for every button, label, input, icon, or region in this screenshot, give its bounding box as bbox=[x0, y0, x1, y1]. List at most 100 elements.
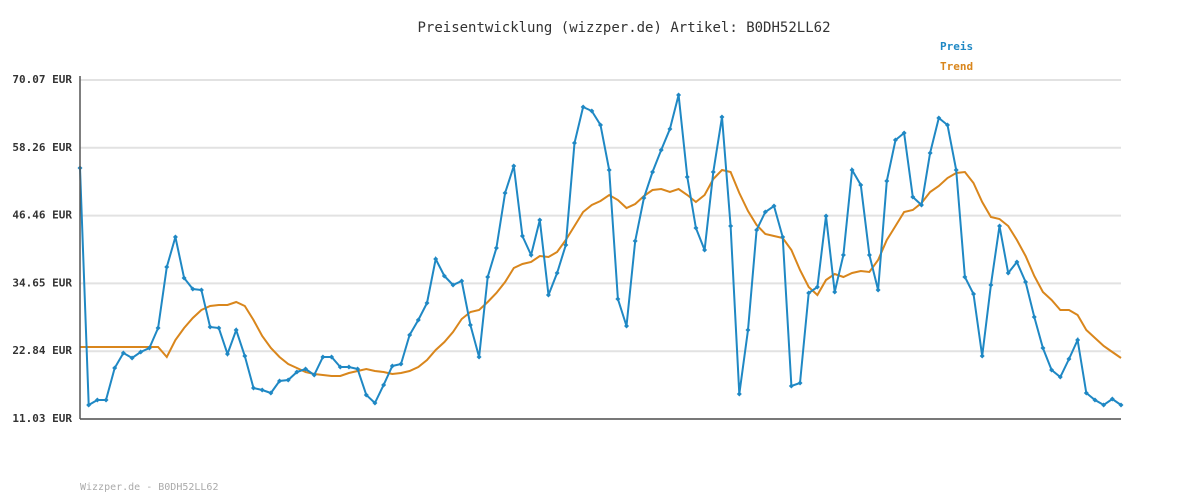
y-tick-label: 46.46 EUR bbox=[12, 209, 72, 222]
point bbox=[363, 392, 369, 398]
point bbox=[754, 227, 760, 233]
point bbox=[823, 213, 829, 219]
footer: Wizzper.de - B0DH52LL62 bbox=[80, 482, 218, 493]
point bbox=[502, 190, 508, 196]
point bbox=[641, 195, 647, 201]
point bbox=[554, 270, 560, 276]
point bbox=[910, 194, 916, 200]
point bbox=[858, 182, 864, 188]
point bbox=[945, 122, 950, 128]
point bbox=[962, 274, 968, 280]
point bbox=[780, 234, 786, 240]
point bbox=[771, 203, 777, 209]
point bbox=[571, 140, 577, 146]
point bbox=[658, 147, 664, 153]
point bbox=[953, 167, 959, 173]
point bbox=[459, 278, 465, 284]
y-tick-label: 70.07 EUR bbox=[12, 73, 72, 86]
point bbox=[537, 217, 543, 223]
point bbox=[866, 252, 872, 258]
point bbox=[702, 247, 708, 253]
point bbox=[814, 284, 820, 290]
point bbox=[398, 361, 404, 367]
point bbox=[719, 114, 725, 120]
point bbox=[736, 391, 742, 397]
point bbox=[311, 372, 317, 378]
point bbox=[277, 378, 283, 384]
point bbox=[112, 365, 118, 371]
point bbox=[207, 324, 213, 330]
y-tick-label: 22.84 EUR bbox=[12, 344, 72, 357]
point bbox=[294, 369, 300, 375]
point bbox=[172, 234, 178, 240]
point bbox=[988, 282, 994, 288]
legend-label: Trend bbox=[940, 60, 973, 73]
point bbox=[424, 300, 430, 306]
point bbox=[86, 402, 92, 408]
chart-title: Preisentwicklung (wizzper.de) Artikel: B… bbox=[417, 20, 830, 36]
point bbox=[693, 225, 699, 231]
point bbox=[181, 275, 187, 281]
point bbox=[233, 327, 239, 333]
point bbox=[884, 178, 890, 184]
point bbox=[806, 290, 812, 296]
point bbox=[285, 377, 291, 383]
point bbox=[1049, 367, 1055, 373]
point bbox=[528, 252, 534, 258]
point bbox=[650, 169, 656, 175]
point bbox=[1101, 402, 1107, 408]
point bbox=[1092, 397, 1098, 403]
point bbox=[155, 325, 161, 331]
point bbox=[545, 292, 551, 298]
point bbox=[667, 126, 673, 132]
point bbox=[927, 150, 933, 156]
point bbox=[684, 174, 690, 180]
point bbox=[129, 355, 135, 361]
point bbox=[580, 104, 586, 110]
point bbox=[519, 233, 525, 239]
point bbox=[676, 92, 682, 98]
plot-area bbox=[77, 92, 1124, 408]
point bbox=[632, 238, 638, 244]
point bbox=[433, 256, 439, 262]
point bbox=[997, 223, 1003, 229]
point bbox=[1057, 374, 1063, 380]
point bbox=[606, 167, 612, 173]
point bbox=[329, 354, 335, 360]
point bbox=[493, 245, 499, 251]
point bbox=[355, 366, 361, 372]
point bbox=[1014, 259, 1020, 265]
line-trend bbox=[80, 168, 1122, 377]
point bbox=[511, 163, 517, 169]
point bbox=[1066, 356, 1072, 362]
point bbox=[120, 350, 126, 356]
point bbox=[797, 380, 803, 386]
point bbox=[476, 354, 482, 360]
point bbox=[242, 353, 248, 359]
point bbox=[1118, 402, 1124, 408]
point bbox=[849, 167, 855, 173]
y-tick-label: 34.65 EUR bbox=[12, 276, 72, 289]
point bbox=[1040, 345, 1046, 351]
point bbox=[1075, 337, 1081, 343]
point bbox=[710, 169, 716, 175]
point bbox=[372, 400, 378, 406]
point bbox=[892, 137, 898, 143]
point bbox=[346, 364, 352, 370]
point bbox=[381, 382, 387, 388]
point bbox=[788, 383, 794, 389]
point bbox=[918, 202, 924, 208]
point bbox=[728, 223, 734, 229]
point bbox=[832, 289, 838, 295]
point bbox=[251, 385, 256, 391]
point bbox=[337, 364, 343, 370]
point bbox=[94, 397, 100, 403]
point bbox=[216, 325, 222, 331]
point bbox=[198, 287, 204, 293]
point bbox=[936, 115, 942, 121]
point bbox=[415, 317, 421, 323]
point bbox=[190, 286, 196, 292]
y-tick-label: 58.26 EUR bbox=[12, 141, 72, 154]
point bbox=[103, 397, 109, 403]
